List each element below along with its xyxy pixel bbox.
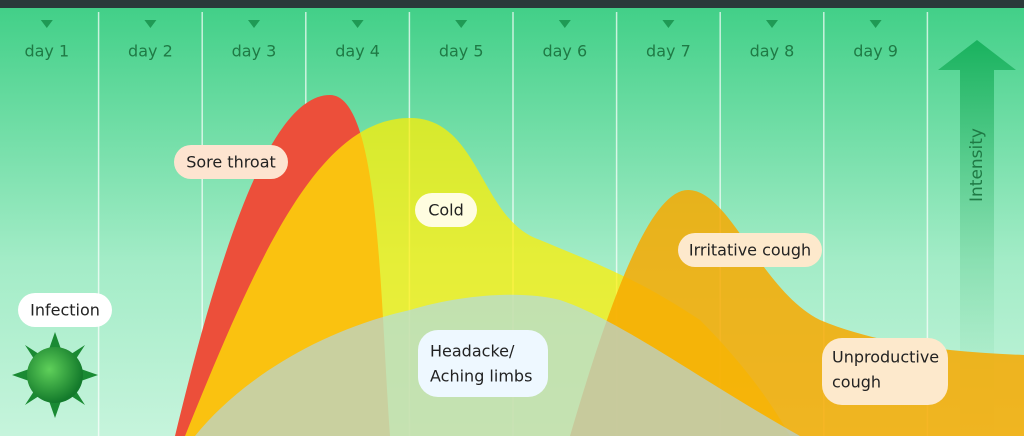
headache-label: Aching limbs	[430, 367, 532, 386]
unproductive-cough-label: Unproductive	[832, 348, 939, 367]
infection-label: Infection	[30, 301, 100, 320]
day-label: day 7	[646, 42, 691, 61]
label-box	[822, 338, 948, 405]
unproductive-cough-label: cough	[832, 373, 881, 392]
sore-throat-label: Sore throat	[186, 153, 276, 172]
intensity-arrow	[938, 40, 1016, 436]
day-marker	[558, 20, 571, 28]
day-label: day 2	[128, 42, 173, 61]
day-marker	[351, 20, 364, 28]
day-label: day 6	[542, 42, 587, 61]
day-label: day 5	[439, 42, 484, 61]
day-label: day 1	[24, 42, 69, 61]
label-box	[418, 330, 548, 397]
label-box	[174, 145, 288, 179]
label-box	[678, 233, 822, 267]
day-marker	[869, 20, 882, 28]
axis-label: Intensity	[967, 128, 987, 202]
virus	[12, 332, 98, 418]
day-label: day 4	[335, 42, 380, 61]
day-label: day 9	[853, 42, 898, 61]
day-marker	[248, 20, 260, 28]
day-marker	[766, 20, 778, 28]
day-label: day 3	[232, 42, 277, 61]
cold-label: Cold	[428, 201, 464, 220]
label-box	[18, 293, 112, 327]
day-label: day 8	[750, 42, 795, 61]
top-bar	[0, 0, 1024, 8]
day-marker	[662, 20, 675, 28]
label-box	[415, 193, 477, 227]
day-marker	[40, 20, 53, 28]
day-marker	[455, 20, 468, 28]
day-marker	[144, 20, 157, 28]
headache-label: Headacke/	[430, 342, 515, 361]
irritative-cough-label: Irritative cough	[689, 241, 811, 260]
